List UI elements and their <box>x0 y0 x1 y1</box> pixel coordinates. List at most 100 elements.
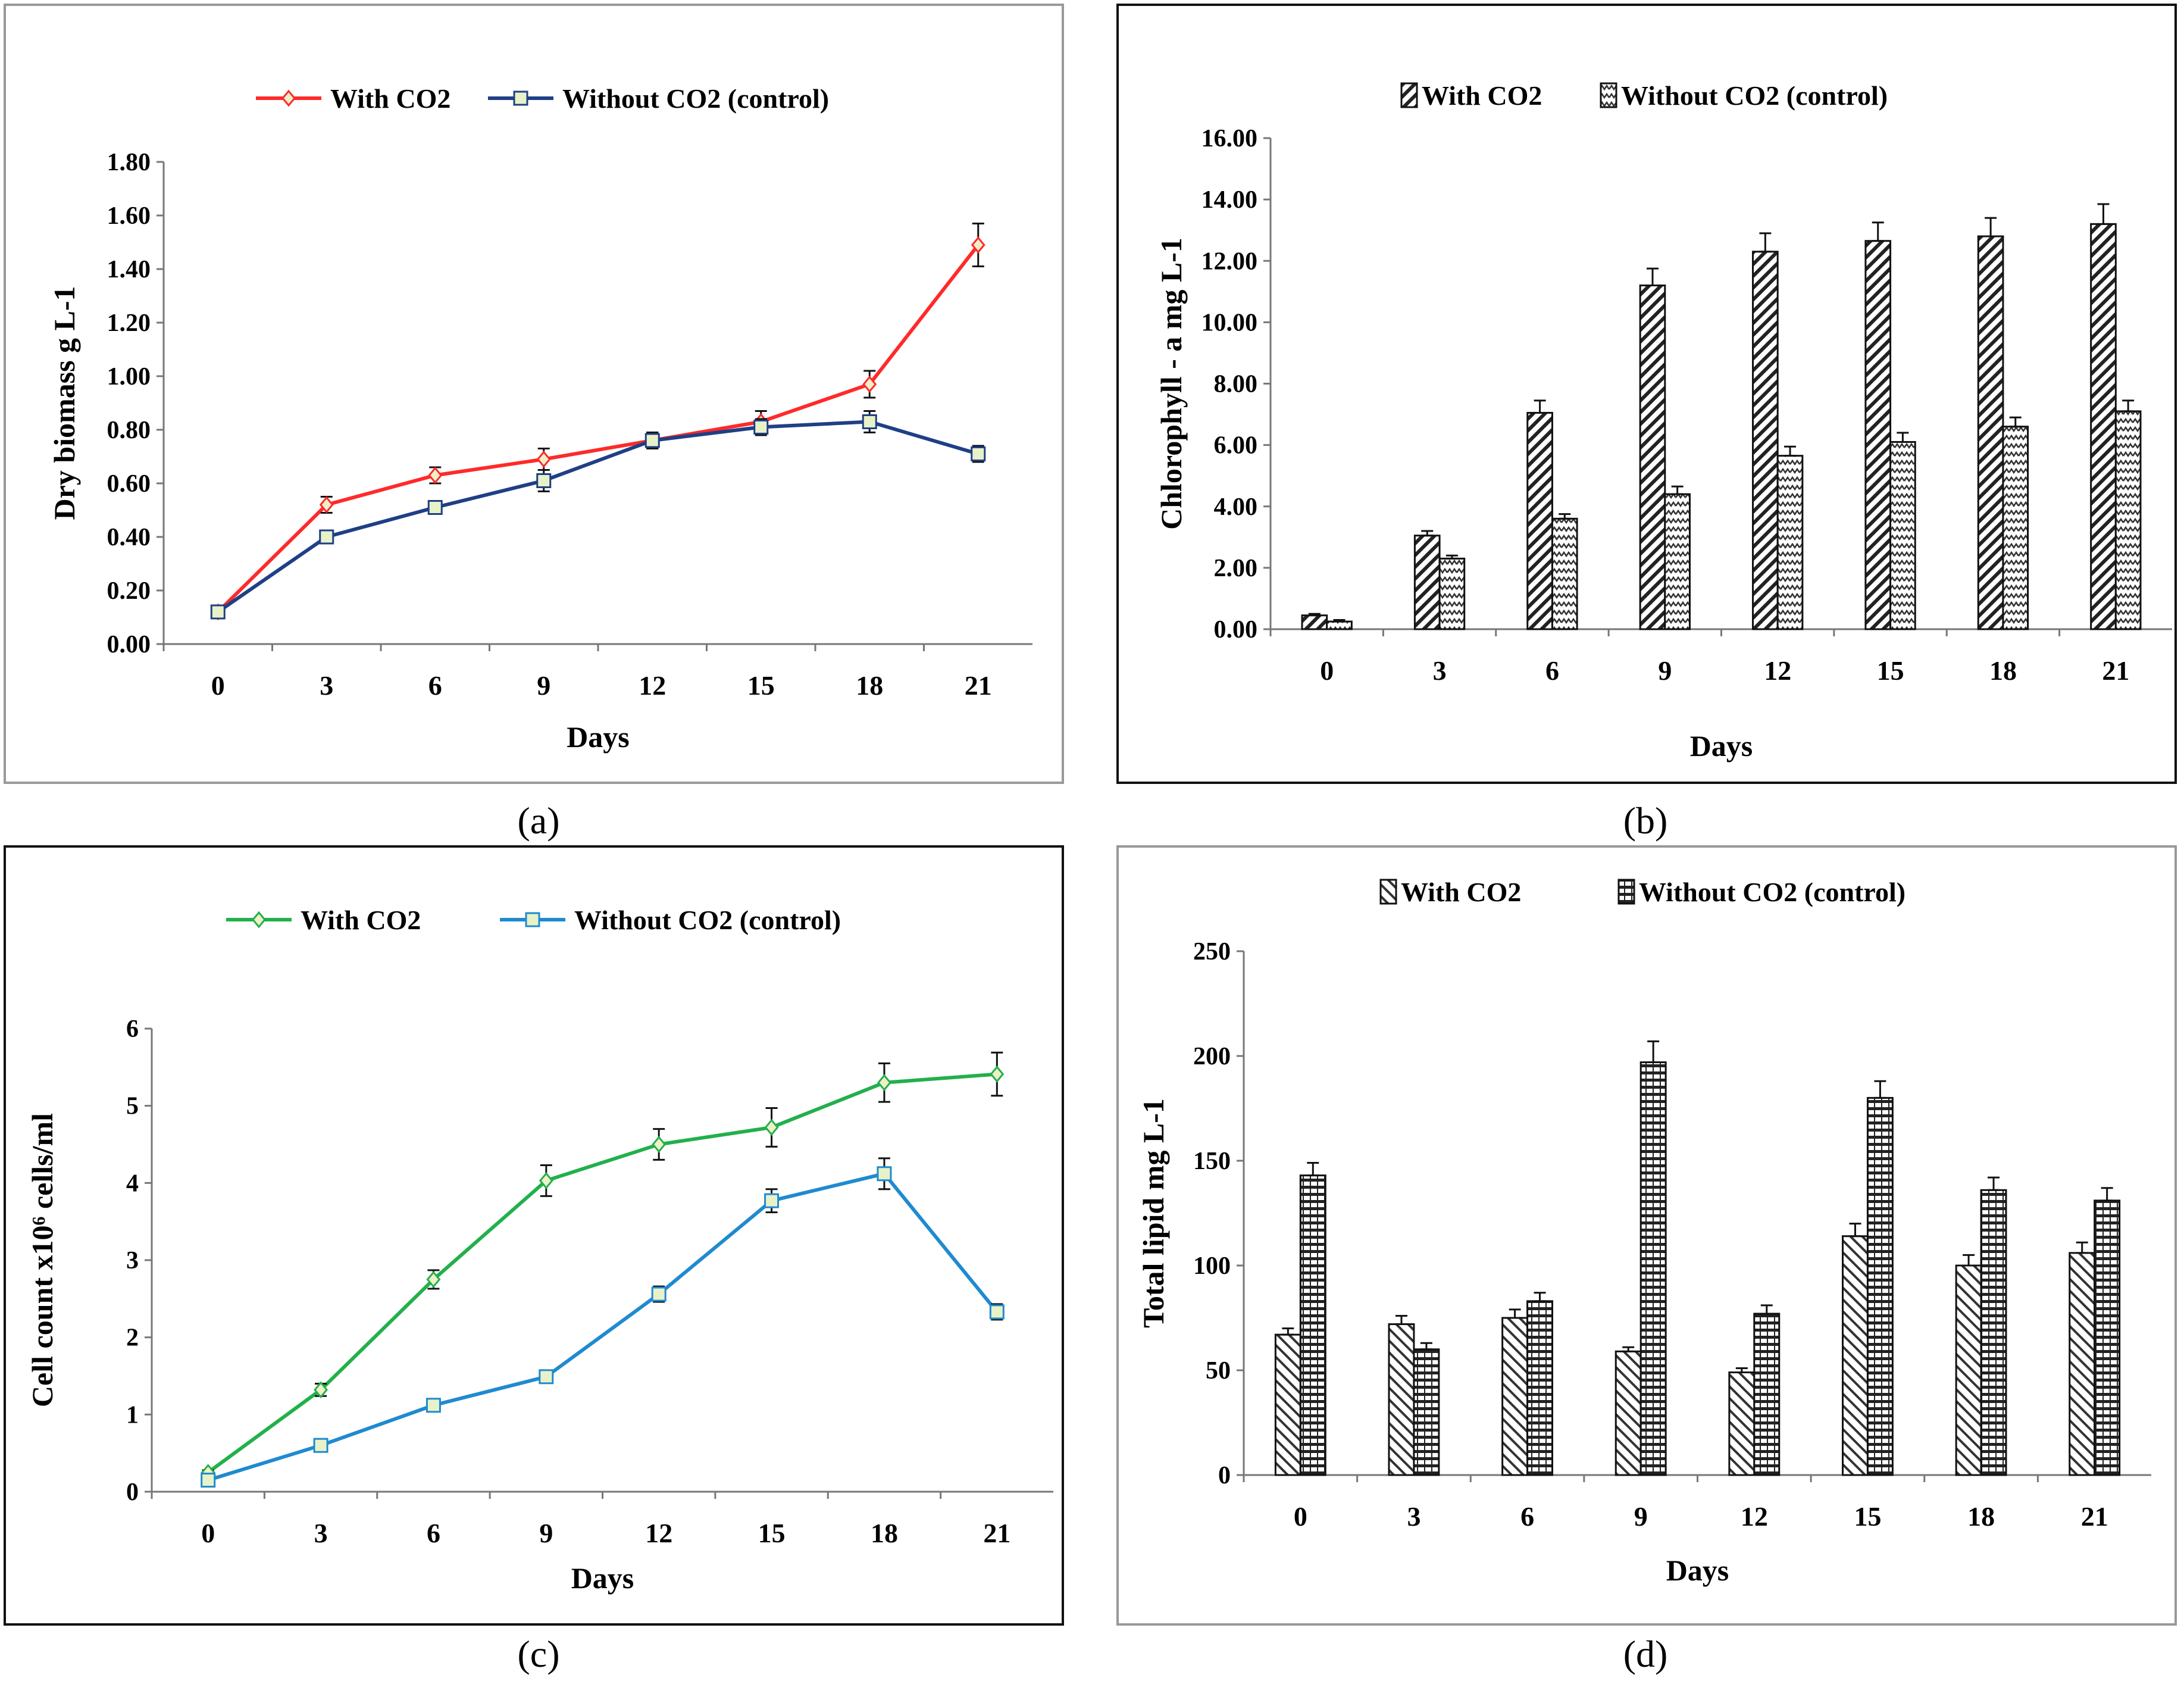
bar <box>1301 614 1328 630</box>
y-tick-label: 1.60 <box>107 202 151 230</box>
bar <box>1413 535 1441 630</box>
y-tick-label: 5 <box>126 1093 139 1120</box>
y-tick-label: 0.80 <box>107 417 151 444</box>
bar <box>1866 1096 1894 1476</box>
data-point <box>314 1381 328 1399</box>
bar <box>2069 1252 2096 1476</box>
y-tick-label: 0.60 <box>107 470 151 498</box>
bar <box>1438 557 1466 630</box>
x-axis-title: Days <box>1690 729 1753 763</box>
x-tick-label: 9 <box>1658 655 1672 686</box>
y-tick-label: 2 <box>126 1324 139 1352</box>
legend-label: Without CO2 (control) <box>1621 80 1888 111</box>
x-tick-label: 0 <box>211 670 225 701</box>
data-point <box>536 451 551 468</box>
chart-d: 0 50 100 150 200 250 0 3 6 9 12 15 18 21 Days Total lip… <box>1137 877 2151 1587</box>
bar <box>1614 1350 1642 1476</box>
x-axis-title: Days <box>567 720 630 754</box>
bar <box>1889 440 1916 630</box>
y-axis-title: Total lipid mg L-1 <box>1137 1098 1170 1328</box>
data-point <box>427 500 443 515</box>
bar <box>1274 1333 1301 1476</box>
legend-marker <box>525 912 540 927</box>
data-point <box>652 1136 667 1153</box>
panel-a-frame <box>4 4 1064 784</box>
panel-label-a: (a) <box>517 799 559 842</box>
y-axis-title: Chlorophyll - a mg L-1 <box>1154 238 1188 530</box>
data-point <box>862 376 877 393</box>
data-point <box>989 1304 1005 1320</box>
legend-marker <box>281 89 296 107</box>
y-tick-label: 8.00 <box>1214 371 1258 398</box>
x-tick-label: 9 <box>537 670 550 701</box>
legend-swatch <box>1379 879 1397 905</box>
data-point <box>877 1074 891 1092</box>
x-tick-label: 6 <box>1520 1501 1534 1532</box>
x-tick-label: 15 <box>747 670 775 701</box>
bar <box>1728 1371 1756 1476</box>
chart-a: 0.00 0.20 0.40 0.60 0.80 1.00 1.20 1.40 1.60 1.80… <box>48 83 1032 754</box>
series-line-0 <box>217 243 980 614</box>
bar <box>2094 1199 2121 1476</box>
x-tick-label: 6 <box>1545 655 1559 686</box>
x-tick-label: 12 <box>1764 655 1791 686</box>
y-tick-label: 1 <box>126 1401 139 1429</box>
data-point <box>201 1473 216 1488</box>
bar <box>1526 411 1553 630</box>
bar <box>1842 1235 1869 1476</box>
data-point <box>319 529 334 545</box>
y-axis-title: Dry biomass g L-1 <box>48 286 81 520</box>
series-line-1 <box>217 420 979 614</box>
x-axis-title: Days <box>571 1561 634 1595</box>
y-tick-label: 16.00 <box>1201 125 1258 152</box>
x-tick-label: 15 <box>1877 655 1904 686</box>
x-tick-label: 9 <box>1634 1501 1648 1532</box>
y-tick-label: 50 <box>1206 1357 1231 1385</box>
bar <box>1388 1323 1415 1476</box>
y-tick-label: 100 <box>1193 1252 1231 1280</box>
data-point <box>862 414 877 429</box>
x-tick-label: 18 <box>856 670 883 701</box>
panel-c-frame <box>4 845 1064 1626</box>
bar <box>1664 493 1691 630</box>
y-tick-label: 0.40 <box>107 524 151 551</box>
data-point <box>753 420 769 435</box>
data-point <box>971 446 986 461</box>
x-tick-label: 21 <box>965 670 992 701</box>
x-tick-label: 12 <box>1741 1501 1768 1532</box>
legend-swatch <box>1617 879 1635 905</box>
legend-swatch <box>1600 82 1617 108</box>
data-point <box>764 1193 780 1208</box>
y-tick-label: 2.00 <box>1214 555 1258 582</box>
bar <box>1501 1317 1529 1476</box>
x-tick-label: 18 <box>871 1518 898 1548</box>
y-tick-label: 1.00 <box>107 363 151 390</box>
y-tick-label: 6 <box>126 1016 139 1043</box>
x-tick-label: 3 <box>320 670 333 701</box>
y-tick-label: 3 <box>126 1247 139 1274</box>
x-tick-label: 3 <box>1407 1501 1420 1532</box>
y-tick-label: 0 <box>126 1479 139 1506</box>
y-tick-label: 1.20 <box>107 310 151 337</box>
x-tick-label: 9 <box>539 1518 553 1548</box>
panel-label-b: (b) <box>1623 799 1668 842</box>
data-point <box>990 1066 1005 1083</box>
y-tick-label: 150 <box>1193 1148 1231 1175</box>
data-point <box>764 1118 779 1136</box>
x-tick-label: 6 <box>428 670 442 701</box>
data-point <box>644 433 660 448</box>
x-tick-label: 15 <box>1854 1501 1881 1532</box>
series-line-1 <box>207 1171 999 1482</box>
bar <box>1326 620 1353 630</box>
x-tick-label: 6 <box>427 1518 440 1548</box>
data-point <box>425 1398 441 1413</box>
data-point <box>210 604 226 620</box>
y-tick-label: 4 <box>126 1170 139 1197</box>
x-tick-label: 0 <box>1320 655 1334 686</box>
bar <box>1299 1174 1326 1476</box>
data-point <box>877 1166 892 1182</box>
legend-marker <box>252 911 266 929</box>
data-point <box>651 1286 667 1302</box>
